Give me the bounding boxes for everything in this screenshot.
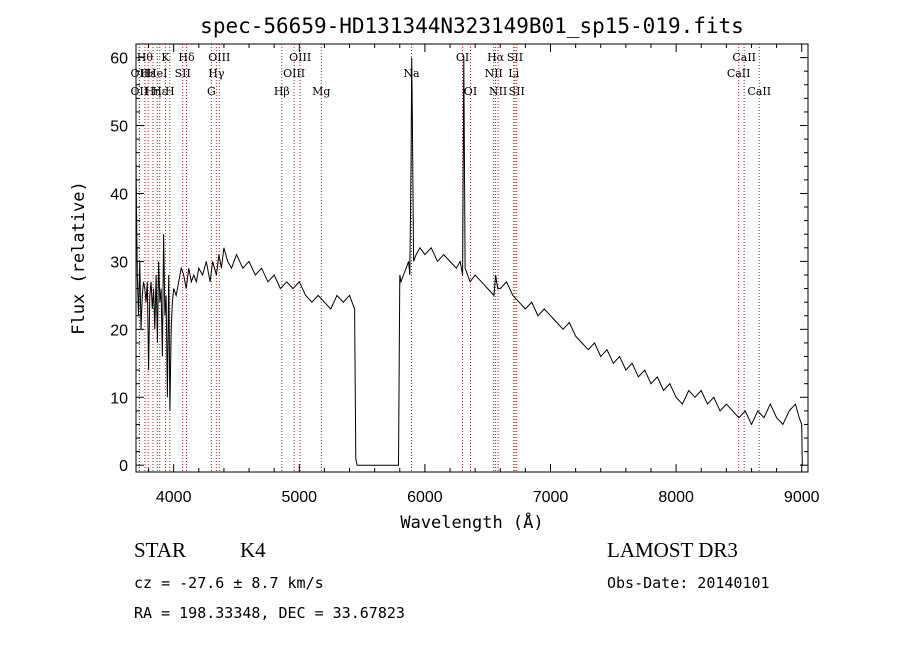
y-tick-label: 50 (110, 119, 128, 136)
x-tick-label: 8000 (658, 489, 694, 506)
plot-frame (135, 43, 809, 473)
line-marker-label: NII (489, 85, 507, 98)
spectrum-line (135, 57, 803, 466)
line-marker-label: CaII (727, 67, 751, 80)
x-tick-label: 9000 (784, 489, 820, 506)
line-marker-label: OII (131, 67, 149, 80)
line-marker-label: OI (464, 85, 477, 98)
x-tick-label: 7000 (533, 489, 569, 506)
survey-name: LAMOST DR3 (607, 538, 738, 562)
line-marker-label: Mg (312, 85, 330, 98)
line-marker-label: Hγ (208, 67, 225, 80)
line-marker-label: Hα (487, 51, 505, 64)
line-marker-label: Hε (152, 85, 168, 98)
line-marker-label: G (207, 85, 216, 98)
x-tick-label: 5000 (281, 489, 317, 506)
x-tick-label: 6000 (407, 489, 443, 506)
line-marker-label: SII (509, 85, 525, 98)
y-axis-label: Flux (relative) (69, 181, 89, 335)
line-marker-label: HeI (147, 67, 167, 80)
line-marker-label: CaII (732, 51, 756, 64)
line-marker-label: Hδ (178, 51, 195, 64)
line-marker-label: Hθ (137, 51, 154, 64)
coordinates: RA = 198.33348, DEC = 33.67823 (134, 604, 405, 622)
line-marker-label: OI (456, 51, 469, 64)
y-axis: 0 10 20 30 40 50 60 (110, 51, 808, 475)
spectral-subclass: K4 (240, 538, 266, 562)
line-marker-label: H (165, 85, 175, 98)
emission-line-markers: OIIOIIHθHεHηHeIHεKHSIIHδGHγOIIIHβOIIIOII… (131, 44, 771, 472)
line-marker-label: OIII (208, 51, 230, 64)
line-marker-label: Hε (141, 67, 157, 80)
line-marker-label: SII (175, 67, 191, 80)
line-marker-label: NII (485, 67, 503, 80)
line-marker-label: OIII (283, 67, 305, 80)
radial-velocity: cz = -27.6 ± 8.7 km/s (134, 574, 324, 592)
observation-date: Obs-Date: 20140101 (607, 574, 770, 592)
line-marker-label: OIII (289, 51, 311, 64)
x-axis: 4000 5000 6000 7000 8000 9000 (148, 44, 820, 506)
y-tick-label: 60 (110, 51, 128, 68)
y-tick-label: 0 (119, 458, 128, 475)
line-marker-label: Hη (145, 85, 161, 98)
line-marker-label: OII (131, 85, 149, 98)
y-tick-label: 40 (110, 186, 128, 203)
y-tick-label: 30 (110, 254, 128, 271)
line-marker-label: Li (508, 67, 519, 80)
x-axis-label: Wavelength (Å) (400, 511, 543, 533)
x-tick-label: 4000 (156, 489, 192, 506)
line-marker-label: K (161, 51, 170, 64)
line-marker-label: CaII (747, 85, 771, 98)
line-marker-label: Hβ (274, 85, 290, 98)
line-marker-label: SII (507, 51, 523, 64)
y-tick-label: 20 (110, 322, 128, 339)
y-tick-label: 10 (110, 390, 128, 407)
chart-title: spec-56659-HD131344N323149B01_sp15-019.f… (200, 14, 744, 38)
object-class: STAR (134, 538, 186, 562)
